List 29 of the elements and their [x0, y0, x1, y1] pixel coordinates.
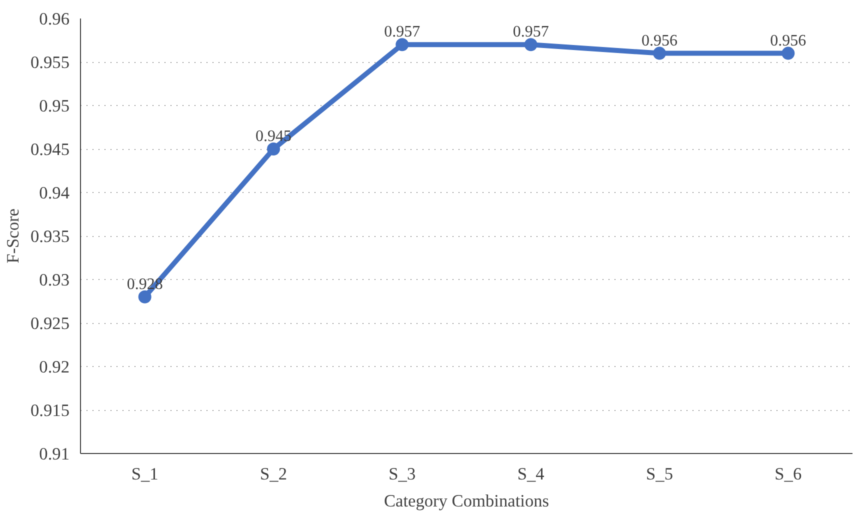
y-tick-label: 0.925 [30, 314, 70, 333]
y-tick-label: 0.94 [39, 184, 70, 202]
y-tick-label: 0.91 [39, 444, 70, 464]
x-tick-label: S_2 [260, 464, 287, 484]
point [267, 142, 280, 156]
y-tick-label: 0.92 [39, 358, 70, 376]
x-tick-label: S_4 [517, 464, 545, 484]
point [653, 46, 666, 60]
y-tick-label: 0.955 [30, 53, 70, 72]
data-label: 0.956 [642, 32, 678, 50]
y-tick-label: 0.95 [39, 96, 70, 116]
data-label: 0.956 [770, 32, 806, 50]
x-tick-label: S_6 [774, 464, 802, 484]
point [138, 290, 152, 304]
point [524, 38, 538, 52]
x-tick-label: S_1 [131, 464, 158, 484]
y-tick-label: 0.915 [30, 401, 70, 420]
data-label: 0.957 [512, 24, 549, 41]
x-tick-label: S_5 [646, 464, 673, 484]
y-tick-label: 0.96 [39, 10, 70, 28]
point [396, 38, 409, 52]
y-tick-label: 0.93 [39, 270, 70, 290]
x-axis-title: Category Combinations [384, 492, 550, 510]
x-tick-label: S_3 [388, 464, 416, 484]
y-tick-label: 0.935 [30, 227, 70, 246]
data-label: 0.957 [384, 24, 420, 41]
y-tick-label: 0.945 [30, 140, 70, 159]
y-axis-title: F-Score [4, 208, 23, 264]
point [782, 46, 795, 60]
